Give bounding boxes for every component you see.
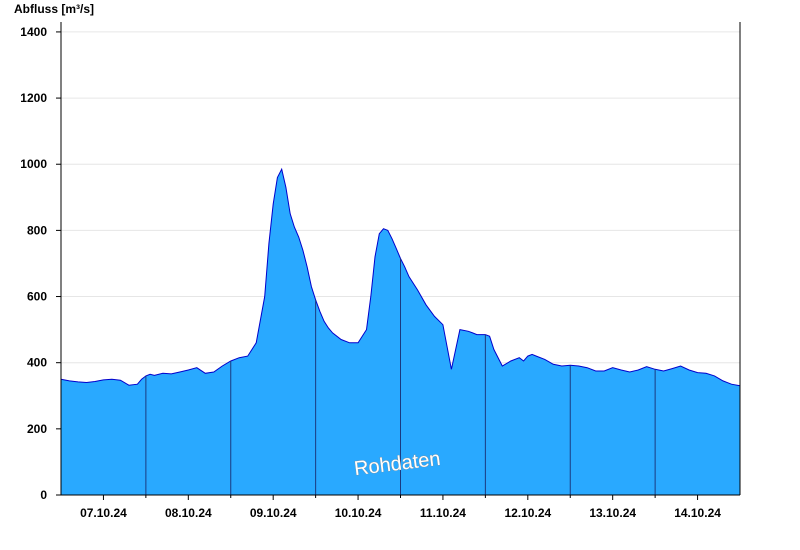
x-tick-label-3: 09.10.24: [250, 506, 297, 520]
x-tick-label-4: 10.10.24: [335, 506, 382, 520]
y-axis-label: Abfluss [m³/s]: [14, 2, 94, 16]
x-tick-label-1: 07.10.24: [80, 506, 127, 520]
y-tick-label-400: 400: [27, 356, 47, 370]
discharge-line: [60, 167, 741, 387]
y-tick-label-1400: 1400: [20, 25, 47, 39]
y-tick-label-1000: 1000: [20, 157, 47, 171]
y-tick-label-200: 200: [27, 422, 47, 436]
x-tick-label-5: 11.10.24: [420, 506, 466, 520]
x-tick-labels: 07.10.24 08.10.24 09.10.24 10.10.24 11.10.24…: [80, 495, 721, 520]
x-tick-label-7: 13.10.24: [589, 506, 636, 520]
y-tick-labels: 0 200 400 600 800 1000 1200 1400: [20, 25, 61, 502]
x-tick-label-8: 14.10.24: [674, 506, 721, 520]
y-tick-label-0: 0: [40, 488, 47, 502]
y-tick-label-1200: 1200: [20, 91, 47, 105]
y-tick-label-800: 800: [27, 223, 47, 237]
x-tick-label-6: 12.10.24: [504, 506, 551, 520]
y-tick-label-600: 600: [27, 290, 47, 304]
x-tick-label-2: 08.10.24: [165, 506, 212, 520]
day-dividers: [145, 258, 656, 495]
